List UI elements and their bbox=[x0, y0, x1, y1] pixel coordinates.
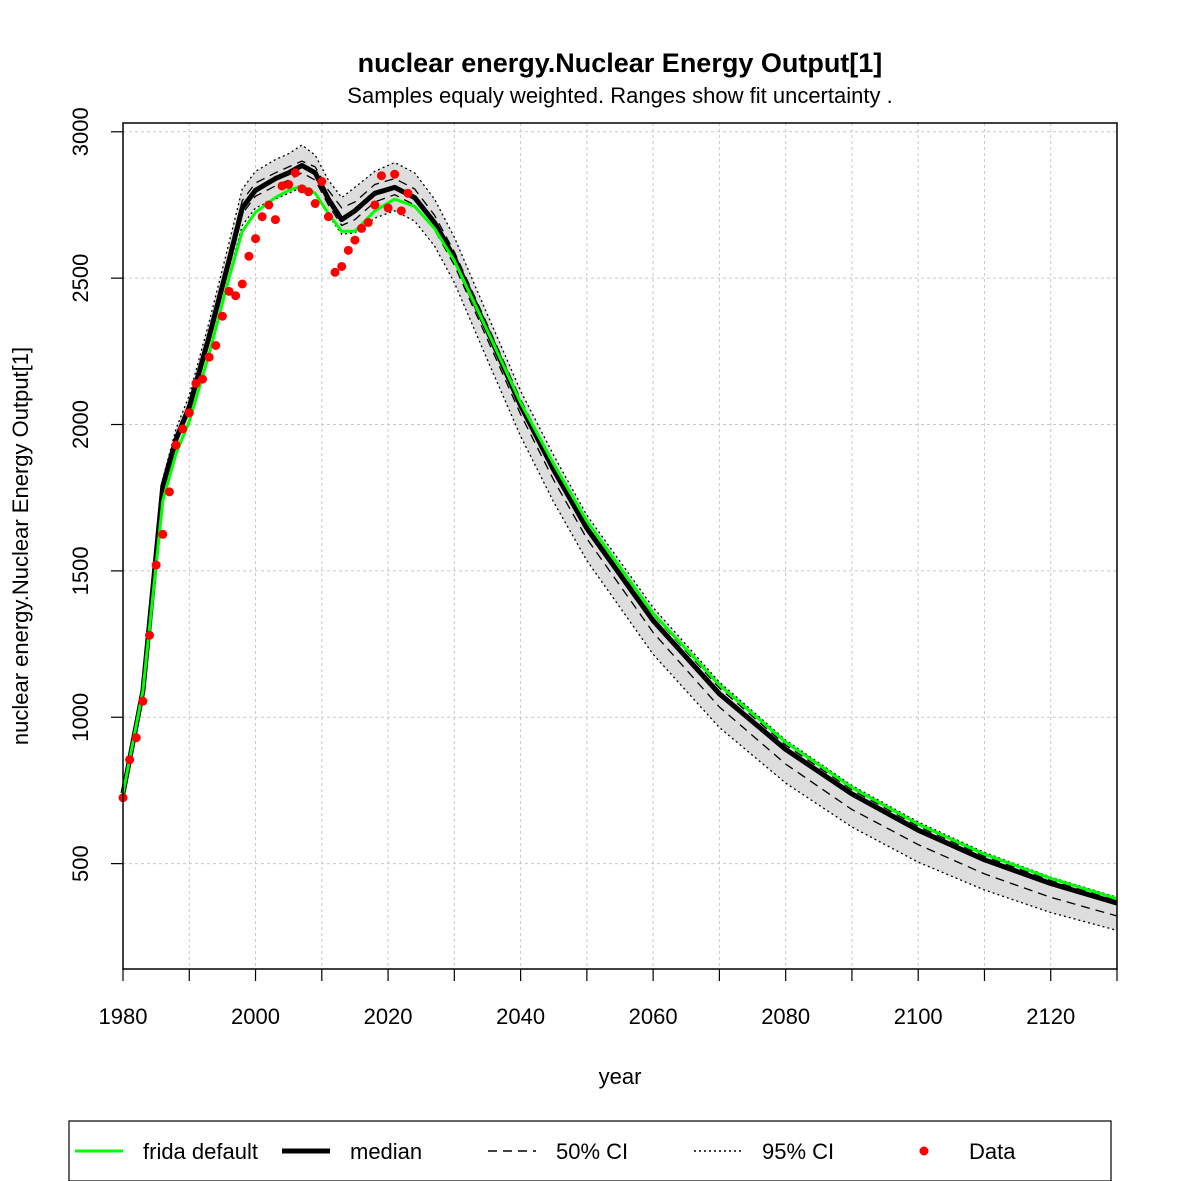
legend-box bbox=[68, 1120, 1112, 1181]
y-tick-label: 1500 bbox=[68, 546, 93, 595]
chart-subtitle: Samples equaly weighted. Ranges show fit… bbox=[347, 83, 892, 108]
data-point bbox=[204, 352, 214, 362]
data-point bbox=[403, 188, 413, 198]
x-axis: 1980 2000 2020 2040 2060 2080 2100 2120 bbox=[99, 969, 1118, 1029]
data-point bbox=[350, 235, 360, 245]
legend-label-frida-default: frida default bbox=[143, 1139, 258, 1164]
data-point bbox=[310, 199, 320, 209]
data-point bbox=[376, 171, 386, 181]
x-tick-label: 2120 bbox=[1026, 1004, 1075, 1029]
x-tick-label: 2080 bbox=[761, 1004, 810, 1029]
data-point bbox=[396, 206, 406, 216]
y-tick-label: 2500 bbox=[68, 254, 93, 303]
series-line-frida-default bbox=[121, 184, 1118, 901]
data-point bbox=[357, 223, 367, 233]
data-point bbox=[158, 529, 168, 539]
data-point bbox=[370, 200, 380, 210]
data-point bbox=[164, 487, 174, 497]
legend-swatch-data bbox=[919, 1146, 929, 1156]
data-point bbox=[184, 408, 194, 418]
x-tick-label: 2020 bbox=[364, 1004, 413, 1029]
legend: frida default median 50% CI 95% CI Data bbox=[68, 1120, 1112, 1181]
x-tick-label: 2000 bbox=[231, 1004, 280, 1029]
data-point bbox=[337, 261, 347, 271]
plot-frame bbox=[122, 122, 1118, 970]
ci-band-95 bbox=[123, 145, 1117, 931]
x-tick-label: 2040 bbox=[496, 1004, 545, 1029]
legend-label-95ci: 95% CI bbox=[762, 1139, 834, 1164]
data-point bbox=[131, 733, 141, 743]
data-point bbox=[244, 251, 254, 261]
y-tick-label: 2000 bbox=[68, 400, 93, 449]
ci-band-area bbox=[123, 145, 1117, 931]
data-point bbox=[191, 379, 201, 389]
y-tick-label: 1000 bbox=[68, 693, 93, 742]
x-axis-label: year bbox=[599, 1064, 642, 1089]
series-line-95ci-upper bbox=[122, 144, 1118, 898]
data-point bbox=[138, 696, 148, 706]
data-point bbox=[151, 560, 161, 570]
data-point bbox=[211, 340, 221, 350]
y-axis-label: nuclear energy.Nuclear Energy Output[1] bbox=[8, 347, 33, 745]
data-point bbox=[290, 168, 300, 178]
legend-label-data: Data bbox=[969, 1139, 1016, 1164]
legend-label-median: median bbox=[350, 1139, 422, 1164]
x-tick-label: 2060 bbox=[629, 1004, 678, 1029]
data-point bbox=[217, 311, 227, 321]
legend-label-50ci: 50% CI bbox=[556, 1139, 628, 1164]
series-line-50ci-upper bbox=[122, 160, 1118, 902]
data-point bbox=[383, 203, 393, 213]
series-line-95ci-lower bbox=[122, 186, 1118, 932]
y-axis: 500 1000 1500 2000 2500 3000 bbox=[68, 107, 123, 882]
data-points bbox=[118, 168, 413, 803]
series-line-50ci-lower bbox=[122, 172, 1118, 917]
data-point bbox=[390, 169, 400, 179]
data-point bbox=[171, 440, 181, 450]
series-lines bbox=[120, 144, 1118, 932]
data-point bbox=[304, 187, 314, 197]
data-point bbox=[330, 267, 340, 277]
data-point bbox=[231, 291, 241, 301]
data-point bbox=[145, 630, 155, 640]
x-tick-label: 2100 bbox=[894, 1004, 943, 1029]
data-point bbox=[264, 200, 274, 210]
y-tick-label: 3000 bbox=[68, 107, 93, 156]
y-tick-label: 500 bbox=[68, 845, 93, 882]
data-point bbox=[224, 286, 234, 296]
x-tick-label: 1980 bbox=[99, 1004, 148, 1029]
data-point bbox=[237, 279, 247, 289]
grid-lines bbox=[122, 123, 1118, 969]
data-point bbox=[178, 424, 188, 434]
data-point bbox=[343, 245, 353, 255]
data-point bbox=[257, 212, 267, 222]
data-point bbox=[198, 374, 208, 384]
data-point bbox=[317, 177, 327, 187]
data-point bbox=[125, 755, 135, 765]
series-line-median bbox=[120, 162, 1118, 906]
data-point bbox=[284, 179, 294, 189]
data-point bbox=[323, 212, 333, 222]
data-point bbox=[363, 218, 373, 228]
data-point bbox=[251, 234, 261, 244]
data-point bbox=[270, 215, 280, 225]
chart-title: nuclear energy.Nuclear Energy Output[1] bbox=[358, 48, 883, 78]
